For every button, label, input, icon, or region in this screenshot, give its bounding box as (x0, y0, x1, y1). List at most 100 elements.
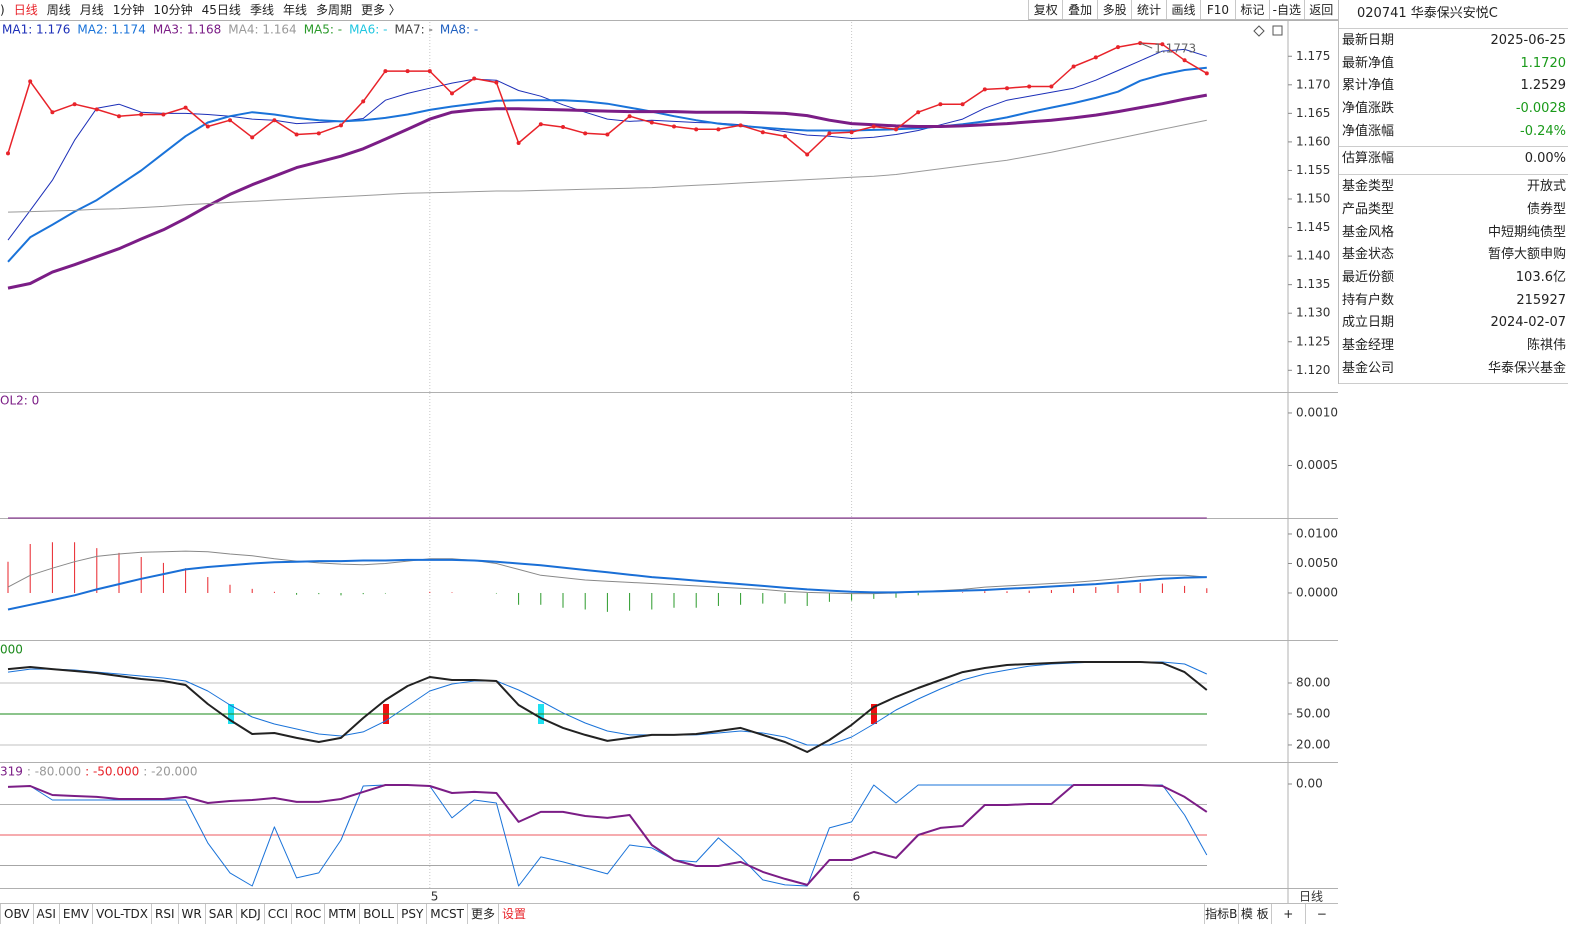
tool-button[interactable]: 统计 (1131, 0, 1165, 19)
indicator-tab[interactable]: MCST (426, 904, 467, 924)
tool-button[interactable]: 叠加 (1062, 0, 1096, 19)
data-point (716, 127, 721, 132)
info-row: 产品类型 债券型 (1339, 199, 1568, 222)
indicator-tab[interactable]: WR (177, 904, 205, 924)
data-point (339, 123, 343, 128)
period-tab[interactable]: 月线 (79, 3, 104, 17)
data-point (871, 124, 876, 129)
bottom-button[interactable]: 模 板 (1237, 904, 1272, 924)
y-tick-label: 1.135 (1296, 277, 1330, 291)
indicator-tab[interactable]: OBV (0, 904, 33, 924)
data-point (272, 118, 277, 123)
y-tick-label: 1.150 (1296, 192, 1330, 206)
period-tab[interactable]: 1分钟 (112, 3, 145, 17)
indicator-tab[interactable]: ROC (291, 904, 324, 924)
y-tick-label: 1.160 (1296, 134, 1330, 148)
tool-button[interactable]: 标记 (1234, 0, 1269, 19)
indicator-tab[interactable]: 设置 (498, 904, 529, 924)
bottom-button[interactable]: + (1271, 904, 1305, 924)
series-line (7, 784, 1208, 887)
indicator-tab[interactable]: MTM (324, 904, 359, 924)
period-label: 日线 (1299, 890, 1323, 904)
info-row: 成立日期 2024-02-07 (1339, 312, 1568, 335)
period-tab[interactable]: 多周期 (315, 3, 352, 17)
period-tab[interactable]: 10分钟 (153, 3, 193, 17)
info-label: 最新净值 (1342, 55, 1395, 71)
tool-button[interactable]: 多股 (1096, 0, 1131, 19)
period-tab[interactable]: 周线 (46, 3, 71, 17)
data-point (117, 114, 121, 119)
legend-entry: MA5: - (304, 23, 342, 37)
info-group: 估算涨幅 0.00% (1339, 147, 1568, 176)
tool-button[interactable]: -自选 (1269, 0, 1303, 19)
data-point (583, 131, 588, 136)
period-tab[interactable]: 更多 〉 (360, 3, 401, 17)
data-point (561, 125, 565, 130)
y-tick-label: 1.140 (1296, 249, 1330, 263)
indicator-tab[interactable]: KDJ (236, 904, 264, 924)
info-row: 估算涨幅 0.00% (1339, 148, 1568, 171)
info-label: 最近份额 (1342, 269, 1395, 285)
data-point (760, 130, 765, 135)
info-row: 持有户数 215927 (1339, 290, 1568, 313)
indicator-tab[interactable]: ASI (32, 904, 59, 924)
data-point (805, 152, 810, 157)
info-label: 基金经理 (1342, 337, 1395, 353)
data-point (405, 69, 410, 74)
info-value: 开放式 (1526, 179, 1566, 195)
legend-entry: MA6: - (349, 23, 387, 37)
legend-entry: MA7: - (394, 23, 432, 37)
data-point (516, 141, 521, 146)
info-value: 0.00% (1524, 151, 1566, 167)
data-point (1182, 58, 1187, 63)
series-line (7, 48, 1207, 241)
tool-button[interactable]: 返回 (1303, 0, 1338, 19)
indicator-tab[interactable]: SAR (204, 904, 236, 924)
indicator-tab[interactable]: BOLL (359, 904, 397, 924)
tool-button[interactable]: 画线 (1165, 0, 1200, 19)
indicator-tab[interactable]: EMV (58, 904, 92, 924)
panel-title: 000 (0, 643, 23, 657)
info-row: 净值涨幅 -0.24% (1339, 121, 1568, 144)
indicator-tab[interactable]: 更多 (466, 904, 498, 924)
data-point (28, 79, 33, 84)
indicator-tab[interactable]: CCI (263, 904, 291, 924)
tool-button[interactable]: F10 (1200, 0, 1234, 19)
tool-button[interactable]: 复权 (1028, 0, 1062, 19)
info-value: -0.24% (1520, 123, 1566, 139)
data-point (316, 131, 321, 136)
y-tick-label: 1.155 (1296, 163, 1330, 177)
diamond-icon[interactable] (1253, 25, 1265, 37)
info-row: 最新净值 1.1720 (1339, 53, 1568, 76)
info-row: 净值涨跌 -0.0028 (1339, 98, 1568, 121)
period-tab[interactable]: 日线 (13, 3, 38, 17)
period-tab[interactable]: ) (0, 3, 5, 17)
info-label: 基金状态 (1342, 247, 1395, 263)
legend-entry: MA1: 1.176 (2, 23, 70, 37)
data-point (1093, 55, 1098, 60)
indicator-tab[interactable]: RSI (151, 904, 178, 924)
info-value: -0.0028 (1515, 101, 1566, 117)
bottom-button[interactable]: − (1304, 904, 1339, 924)
indicator-tab[interactable]: PSY (397, 904, 426, 924)
y-tick-label: 0.0050 (1296, 556, 1338, 570)
period-tab[interactable]: 年线 (282, 3, 307, 17)
info-value: 债券型 (1526, 201, 1566, 217)
series-line (7, 66, 1207, 263)
info-value: 中短期纯债型 (1487, 224, 1566, 240)
fund-title: 020741 华泰保兴安悦C (1339, 0, 1568, 29)
data-point (1005, 86, 1009, 91)
data-point (494, 80, 499, 85)
y-tick-label: 50.00 (1296, 706, 1330, 720)
chart-area: 1.175 1.170 1.165 1.160 1.155 1.150 1.145 1.140… (0, 20, 1338, 904)
info-group: 最新日期 2025-06-25 最新净值 1.1720 累计净值 1.2529 净值涨跌 -0… (1339, 29, 1568, 148)
indicator-tab[interactable]: VOL-TDX (92, 904, 151, 924)
data-point (1160, 42, 1165, 47)
data-point (183, 105, 188, 110)
info-row: 基金公司 华泰保兴基金 (1339, 358, 1568, 381)
window-icon[interactable] (1272, 25, 1283, 36)
bottom-buttons: 指标B 模 板 + − (1204, 904, 1338, 924)
bottom-button[interactable]: 指标B (1204, 904, 1238, 924)
period-tab[interactable]: 季线 (249, 3, 274, 17)
period-tab[interactable]: 45日线 (201, 3, 241, 17)
